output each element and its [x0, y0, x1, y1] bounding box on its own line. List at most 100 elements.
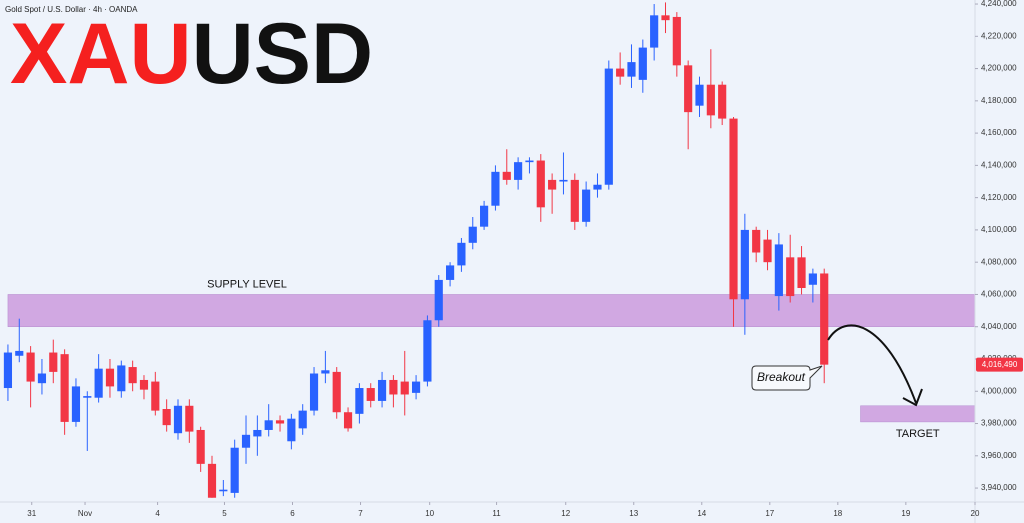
candle-body [117, 365, 126, 392]
candle-body [26, 352, 35, 382]
candle-body [502, 171, 511, 180]
candle-body [763, 239, 772, 263]
candle-body [514, 162, 523, 180]
candle-body [729, 118, 738, 300]
candle-body [786, 257, 795, 297]
x-tick-label: 31 [27, 509, 36, 518]
x-tick-label: 14 [697, 509, 706, 518]
candle-body [264, 420, 273, 430]
zones: SUPPLY LEVEL TARGET [7, 278, 976, 440]
y-tick-label: 4,180,000 [981, 96, 1017, 105]
x-tick-label: 19 [901, 509, 910, 518]
candle-body [582, 189, 591, 222]
candle-body [309, 373, 319, 411]
candle-body [253, 429, 262, 437]
y-tick-label: 4,120,000 [981, 193, 1017, 202]
x-tick-label: 6 [290, 509, 295, 518]
candle-body [638, 47, 647, 80]
x-tick-label: 18 [833, 509, 842, 518]
y-tick-label: 3,980,000 [981, 419, 1017, 428]
x-tick-label: 5 [222, 509, 227, 518]
candle-body [672, 16, 681, 66]
x-tick-label: 20 [971, 509, 980, 518]
candle-body [37, 373, 47, 384]
x-tick-label: 11 [492, 509, 501, 518]
candle-body [83, 396, 92, 398]
chart-header: Gold Spot / U.S. Dollar · 4h · OANDA [5, 5, 138, 14]
candle-body [661, 15, 670, 21]
y-tick-label: 4,160,000 [981, 128, 1017, 137]
zone-label: TARGET [896, 428, 940, 440]
candle-body [548, 179, 557, 190]
candle-body [684, 65, 693, 113]
callout [751, 365, 823, 391]
last-price-box [976, 357, 1023, 372]
y-tick-label: 4,000,000 [981, 386, 1017, 395]
candle-body [332, 371, 341, 413]
y-tick-label: 3,940,000 [981, 483, 1017, 492]
arrow [827, 324, 917, 404]
candle-body [797, 257, 806, 288]
y-tick-label: 4,140,000 [981, 160, 1017, 169]
candle-body [808, 273, 817, 285]
candle-body [752, 229, 761, 253]
candle-body [139, 379, 149, 390]
y-tick-label: 3,960,000 [981, 451, 1017, 460]
zone [7, 294, 976, 327]
candle-body [94, 368, 103, 398]
candle-body [105, 368, 115, 387]
candle-body [185, 405, 194, 432]
candle-body [207, 463, 217, 498]
y-tick-label: 4,060,000 [981, 290, 1017, 299]
candle-body [230, 447, 239, 493]
candle-body [457, 242, 466, 266]
candle-body [377, 379, 387, 401]
arrow-head [902, 388, 923, 407]
candle-body [491, 171, 500, 206]
candle-body [570, 179, 579, 222]
candle-body [650, 15, 659, 48]
candle-body [820, 273, 829, 365]
candle-body [355, 388, 364, 414]
axes: 3,940,0003,960,0003,980,0004,000,0004,02… [27, 0, 1023, 518]
candle-body [525, 160, 534, 163]
candle-body [604, 68, 613, 185]
x-tick-label: 10 [425, 509, 434, 518]
candle-body [627, 62, 636, 77]
breakout-label: Breakout [757, 370, 806, 384]
zone [860, 405, 976, 423]
candle-body [151, 381, 160, 411]
candle-body [49, 352, 58, 372]
candle-body [774, 244, 783, 297]
candle-body [400, 381, 409, 395]
candle-body [321, 370, 330, 374]
candle-body [423, 320, 432, 382]
title-part: XAU [10, 6, 192, 102]
candle-body [740, 229, 749, 300]
candle-body [196, 429, 205, 464]
candle-body [468, 226, 477, 243]
candle-body [71, 386, 81, 422]
candle-body [162, 409, 171, 426]
x-tick-label: 13 [629, 509, 638, 518]
candle-body [616, 68, 625, 77]
last-price-label: 4,016,490 [982, 360, 1018, 369]
candle-body [411, 381, 421, 393]
x-tick-label: 17 [765, 509, 774, 518]
x-tick-label: 12 [561, 509, 570, 518]
chart-title: XAUUSD [10, 6, 373, 102]
y-tick-label: 4,100,000 [981, 225, 1017, 234]
candle-body [446, 265, 455, 280]
candle-body [60, 354, 69, 422]
candle-body [434, 279, 443, 321]
candle-body [343, 412, 353, 429]
candles [3, 2, 829, 498]
candle-body [593, 184, 602, 190]
x-tick-label: 7 [358, 509, 363, 518]
candle-body [706, 84, 715, 116]
zone-label: SUPPLY LEVEL [207, 278, 287, 290]
candle-body [173, 405, 183, 434]
candle-body [275, 420, 285, 424]
title-part: USD [192, 6, 374, 102]
